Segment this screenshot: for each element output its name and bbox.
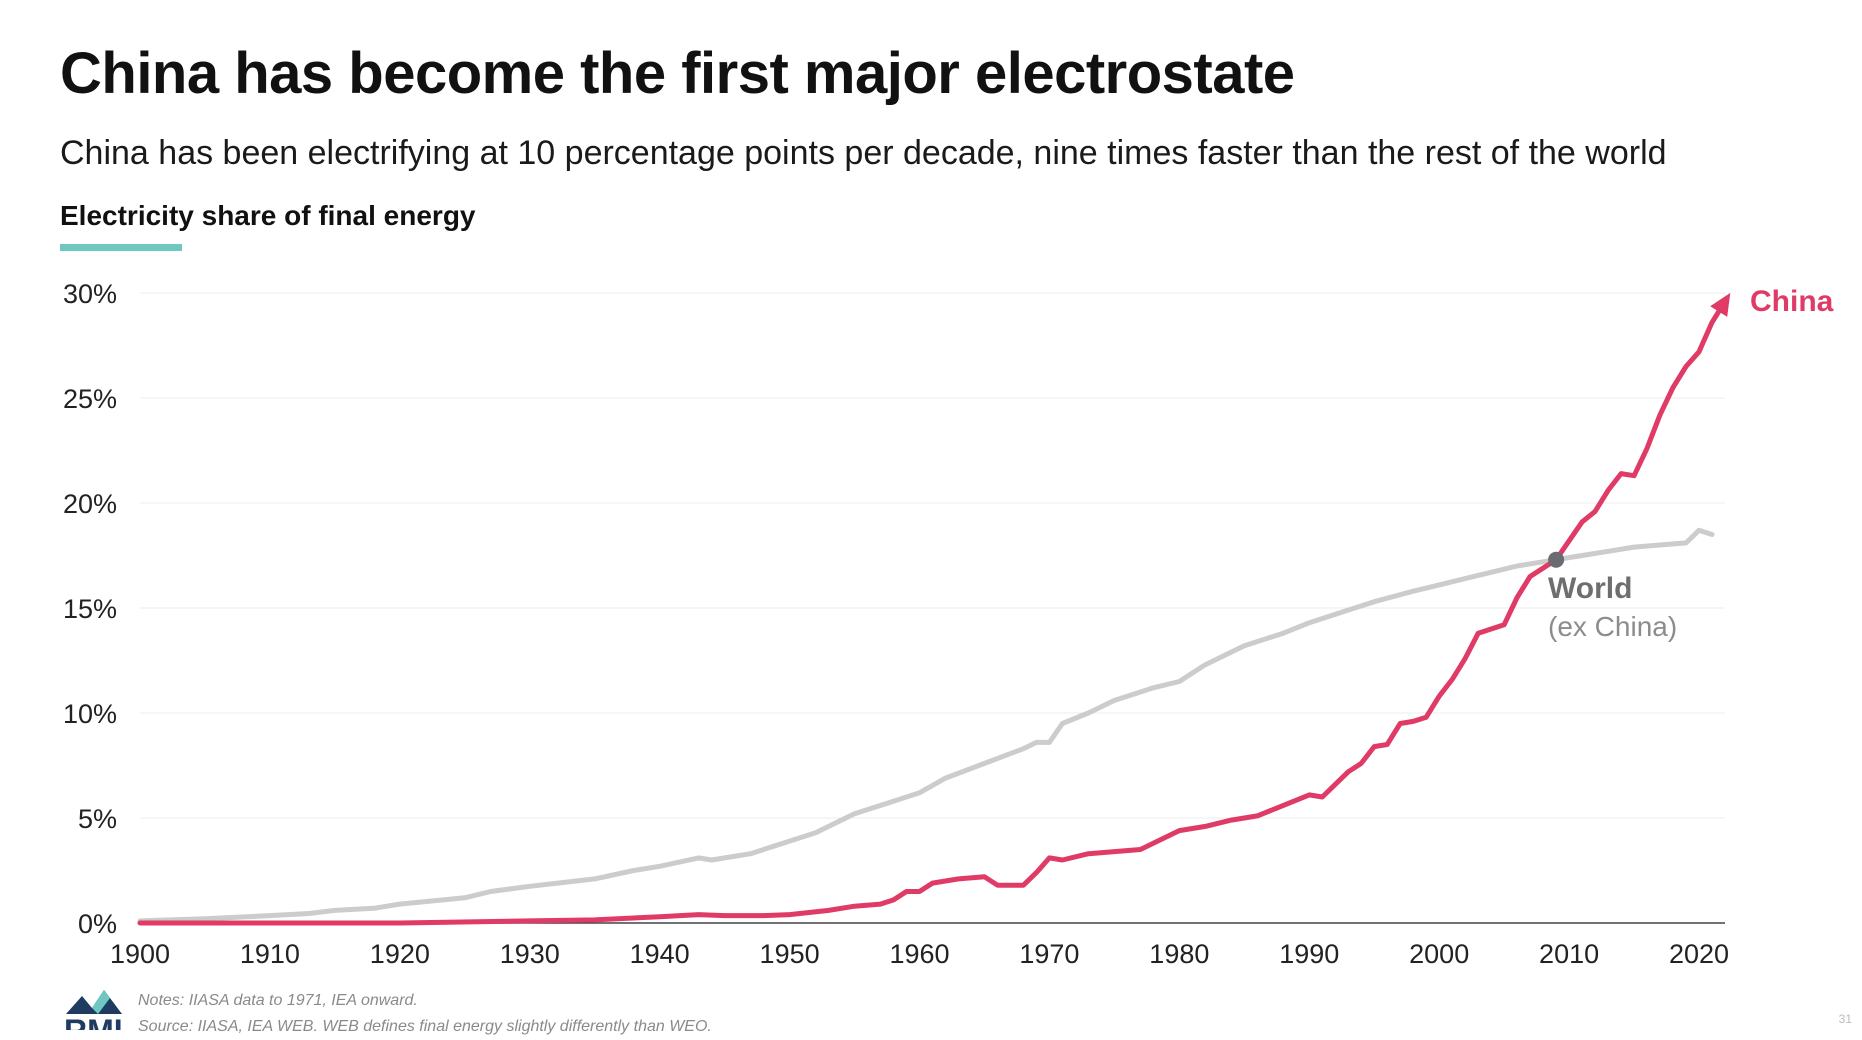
- x-axis: 1900 1910 1920 1930 1940 1950 1960 1970 1980 1990…: [110, 939, 1729, 969]
- notes-block: Notes: IIASA data to 1971, IEA onward. S…: [138, 988, 712, 1040]
- x-tick-label: 2020: [1669, 939, 1729, 969]
- y-tick-label: 10%: [63, 699, 117, 729]
- rmi-logo: RMI: [62, 986, 132, 1030]
- world-crossover-dot: [1548, 551, 1565, 568]
- series-sublabel-world: (ex China): [1548, 611, 1677, 642]
- source-text: Source: IIASA, IEA WEB. WEB defines fina…: [138, 1018, 712, 1035]
- chart-subtitle: China has been electrifying at 10 percen…: [60, 134, 1667, 172]
- page-number: 31: [1838, 1012, 1852, 1026]
- x-tick-label: 2010: [1539, 939, 1599, 969]
- y-axis: 0% 5% 10% 15% 20% 25% 30%: [63, 279, 117, 939]
- gridlines: [140, 292, 1725, 924]
- series-label-china: China: [1750, 285, 1834, 318]
- annotations: China World (ex China): [1548, 285, 1834, 642]
- y-tick-label: 5%: [78, 804, 117, 834]
- metric-label: Electricity share of final energy: [60, 200, 476, 231]
- x-tick-label: 1990: [1279, 939, 1339, 969]
- y-tick-label: 25%: [63, 384, 117, 414]
- y-tick-label: 0%: [78, 909, 117, 939]
- x-tick-label: 1900: [110, 939, 170, 969]
- x-tick-label: 1910: [240, 939, 300, 969]
- series-line-china: [137, 298, 1728, 926]
- logo-text: RMI: [64, 1013, 123, 1030]
- x-tick-label: 1980: [1149, 939, 1209, 969]
- series-line-world: [137, 527, 1715, 924]
- line-chart: 0% 5% 10% 15% 20% 25% 30% 1900 1910 1920 1930 1940…: [63, 279, 1834, 969]
- x-tick-label: 1940: [630, 939, 690, 969]
- china-arrowhead-icon: [1710, 292, 1731, 317]
- x-tick-label: 1960: [889, 939, 949, 969]
- series-label-world: World: [1548, 572, 1632, 605]
- series-lines: [137, 298, 1728, 926]
- x-tick-label: 2000: [1409, 939, 1469, 969]
- y-tick-label: 20%: [63, 489, 117, 519]
- y-tick-label: 30%: [63, 279, 117, 309]
- chart-title: China has become the first major electro…: [60, 41, 1295, 106]
- rmi-mountain-logo-icon: RMI: [64, 990, 123, 1030]
- x-tick-label: 1970: [1019, 939, 1079, 969]
- x-tick-label: 1930: [500, 939, 560, 969]
- metric-accent-bar: [60, 244, 182, 251]
- x-tick-label: 1920: [370, 939, 430, 969]
- x-tick-label: 1950: [760, 939, 820, 969]
- y-tick-label: 15%: [63, 594, 117, 624]
- notes-text: Notes: IIASA data to 1971, IEA onward.: [138, 992, 418, 1009]
